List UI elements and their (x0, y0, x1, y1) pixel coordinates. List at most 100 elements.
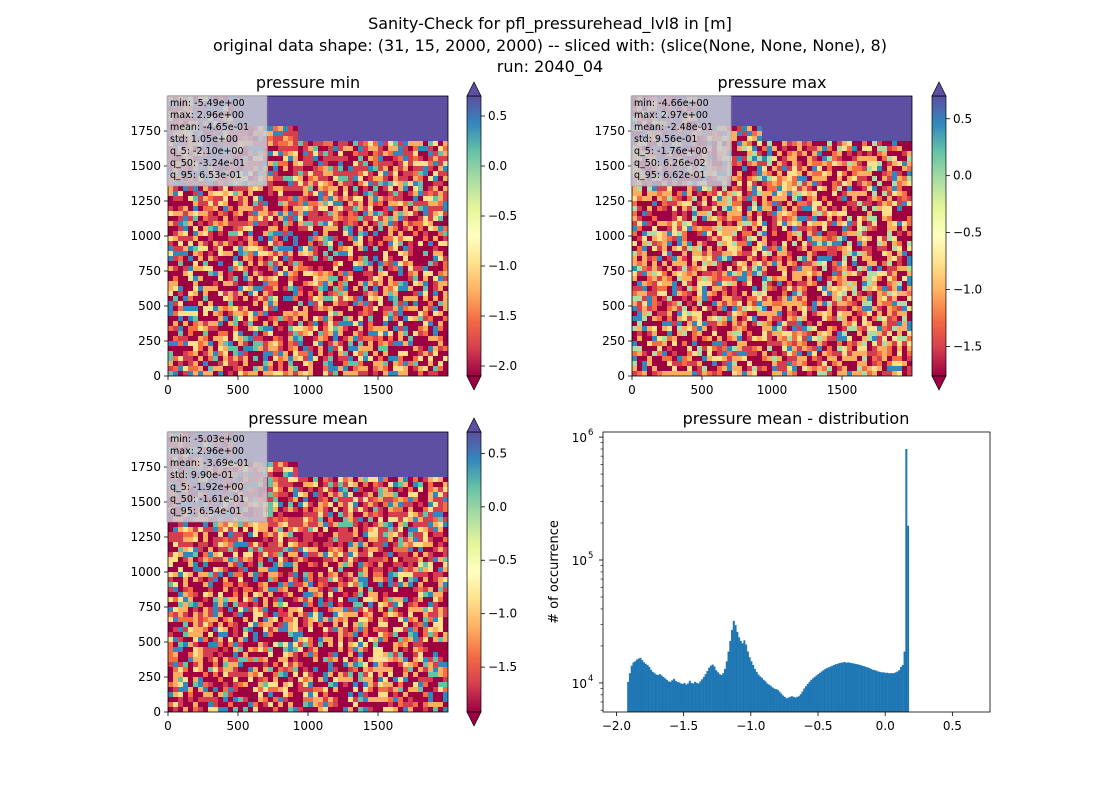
colorbar-tick-label: −1.0 (953, 282, 982, 296)
map-y-tick-label: 0 (153, 369, 161, 383)
histogram-bar (905, 449, 908, 712)
histogram-bar (745, 644, 748, 712)
histogram-bar (903, 651, 906, 712)
histogram-bar (834, 664, 837, 712)
histogram-bar (722, 673, 725, 712)
histogram-bar (695, 682, 698, 712)
histogram-bar (627, 681, 630, 712)
stats-line: max: 2.96e+00 (170, 446, 244, 457)
histogram-bar (699, 681, 702, 712)
histogram-bar (819, 672, 822, 712)
histogram-bar (870, 668, 873, 712)
histogram-bar (768, 684, 771, 712)
histogram-x-tick-label: 0.5 (943, 719, 962, 733)
histogram-bar (650, 669, 653, 712)
stats-line: mean: -3.69e-01 (170, 458, 249, 469)
histogram-title: pressure mean - distribution (683, 409, 910, 428)
figure-title-line-3: run: 2040_04 (497, 57, 603, 77)
histogram-bar (838, 663, 841, 712)
histogram-bar (697, 683, 700, 712)
map-y-tick-label: 500 (602, 299, 625, 313)
histogram-bar (683, 682, 686, 712)
colorbar-extend-top (466, 417, 482, 433)
map-y-tick-label: 500 (138, 635, 161, 649)
histogram-bar (753, 668, 756, 712)
histogram-bar (713, 666, 716, 712)
map-x-tick-label: 1500 (827, 383, 858, 397)
stats-line: q_5: -1.76e+00 (634, 146, 708, 157)
histogram-bar (829, 666, 832, 712)
stats-line: min: -4.66e+00 (634, 98, 709, 109)
histogram-bar (871, 669, 874, 712)
histogram-y-tick-label: 10 (572, 554, 587, 568)
colorbar-extend-bottom (466, 711, 482, 727)
colorbar-tick-label: 0.5 (488, 109, 507, 123)
map-x-tick-label: 0 (164, 383, 172, 397)
histogram-bar (646, 664, 649, 712)
histogram-bar (676, 681, 679, 712)
histogram-bar (787, 697, 790, 712)
histogram-bar (701, 679, 704, 712)
histogram-bar (868, 668, 871, 712)
histogram-bar (801, 691, 804, 712)
histogram-bar (822, 670, 825, 712)
histogram-bar (688, 680, 691, 712)
map-x-tick-label: 1000 (293, 383, 324, 397)
map-x-tick-label: 0 (628, 383, 636, 397)
histogram-bar (690, 682, 693, 712)
histogram-bar (773, 688, 776, 712)
map-x-tick-label: 500 (227, 383, 250, 397)
histogram-bar (644, 663, 647, 712)
histogram-bar (833, 664, 836, 712)
histogram-bar (808, 681, 811, 712)
histogram-bar (891, 673, 894, 712)
stats-line: std: 1.05e+00 (170, 134, 238, 145)
colorbar-tick-label: −1.5 (953, 339, 982, 353)
histogram-bar (711, 664, 714, 712)
stats-line: max: 2.97e+00 (634, 110, 708, 121)
histogram-bar (907, 525, 910, 712)
histogram-bar (880, 672, 883, 712)
histogram-bar (778, 691, 781, 712)
histogram-bar (854, 663, 857, 712)
map-y-tick-label: 0 (617, 369, 625, 383)
stats-line: q_95: 6.53e-01 (170, 170, 242, 181)
histogram-bar (657, 675, 660, 712)
histogram-bar (716, 672, 719, 712)
map-y-tick-label: 1500 (594, 159, 625, 173)
histogram-bar (759, 676, 762, 712)
map-y-tick-label: 250 (138, 670, 161, 684)
histogram-bar (732, 620, 735, 712)
histogram-bar (813, 676, 816, 712)
map-x-tick-label: 500 (691, 383, 714, 397)
map-image (168, 432, 448, 712)
stats-line: q_50: 6.26e-02 (634, 158, 706, 169)
histogram-y-axis-label: # of occurrence (547, 520, 562, 624)
map-y-tick-label: 1500 (130, 159, 161, 173)
histogram-bar (896, 671, 899, 712)
map-x-tick-label: 1000 (293, 719, 324, 733)
histogram-bar (794, 697, 797, 712)
histogram-bar (782, 695, 785, 712)
histogram-bar (635, 659, 638, 712)
histogram-bar (775, 689, 778, 712)
stats-box (166, 95, 268, 187)
map-y-tick-label: 1500 (130, 495, 161, 509)
histogram-bar (720, 675, 723, 712)
map-y-tick-label: 1750 (130, 460, 161, 474)
histogram-bar (840, 662, 843, 712)
histogram-bar (806, 684, 809, 712)
histogram-bar (831, 665, 834, 712)
map-x-tick-label: 1000 (757, 383, 788, 397)
histogram-bar (810, 679, 813, 712)
map-panel-pressure-min: pressure min 0 500 1000 1500 0 250 500 750 1000 12… (130, 73, 517, 397)
histogram-bar (812, 678, 815, 712)
stats-line: q_95: 6.54e-01 (170, 506, 242, 517)
histogram-bar (824, 668, 827, 712)
stats-line: std: 9.56e-01 (634, 134, 697, 145)
histogram-bar (746, 651, 749, 712)
histogram-bar (743, 640, 746, 712)
histogram-bar (653, 673, 656, 712)
histogram-bar (882, 672, 885, 712)
stats-box (630, 95, 732, 187)
